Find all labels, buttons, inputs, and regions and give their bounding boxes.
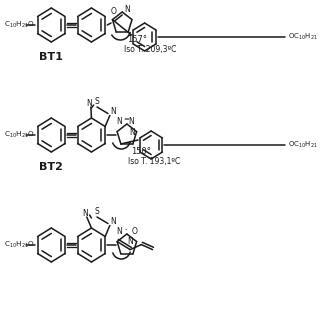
Text: N: N: [116, 227, 122, 236]
Text: N: N: [129, 116, 134, 125]
Text: S: S: [95, 97, 100, 106]
Text: 157°: 157°: [127, 35, 147, 44]
Text: Iso T. 193,1ºC: Iso T. 193,1ºC: [128, 156, 180, 165]
Text: N: N: [111, 217, 116, 226]
Text: N: N: [111, 107, 116, 116]
Text: OC$_{10}$H$_{21}$: OC$_{10}$H$_{21}$: [288, 140, 318, 150]
Text: N: N: [116, 116, 122, 125]
Text: 150°: 150°: [131, 147, 150, 156]
Text: BT2: BT2: [39, 162, 63, 172]
Text: Iso T. 209,3ºC: Iso T. 209,3ºC: [124, 44, 176, 53]
Text: N: N: [130, 127, 135, 137]
Text: N: N: [127, 237, 132, 246]
Text: O: O: [132, 227, 137, 236]
Text: N: N: [86, 99, 92, 108]
Text: =: =: [123, 116, 129, 122]
Text: OC$_{10}$H$_{21}$: OC$_{10}$H$_{21}$: [288, 32, 318, 42]
Text: C$_{10}$H$_{21}$O: C$_{10}$H$_{21}$O: [4, 240, 35, 250]
Text: N: N: [82, 209, 88, 218]
Text: C$_{10}$H$_{21}$O: C$_{10}$H$_{21}$O: [4, 130, 35, 140]
Text: -: -: [125, 226, 127, 232]
Text: O: O: [111, 6, 117, 15]
Text: BT1: BT1: [39, 52, 63, 62]
Text: C$_{10}$H$_{21}$O: C$_{10}$H$_{21}$O: [4, 20, 35, 30]
Text: S: S: [95, 206, 100, 215]
Text: N: N: [124, 4, 130, 13]
